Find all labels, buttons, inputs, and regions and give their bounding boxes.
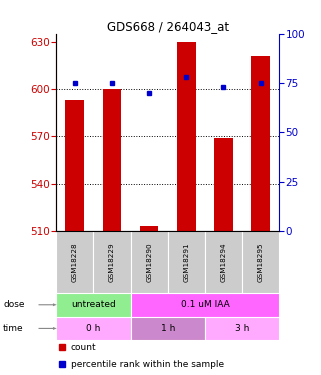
- Bar: [168, 231, 205, 293]
- Bar: [103, 89, 121, 231]
- Text: GSM18290: GSM18290: [146, 242, 152, 282]
- Bar: [214, 138, 233, 231]
- Bar: [56, 316, 131, 340]
- Text: GSM18295: GSM18295: [258, 242, 264, 282]
- Text: 3 h: 3 h: [235, 324, 249, 333]
- Text: 0 h: 0 h: [86, 324, 100, 333]
- Text: GSM18228: GSM18228: [72, 242, 78, 282]
- Text: 1 h: 1 h: [160, 324, 175, 333]
- Text: GSM18229: GSM18229: [109, 242, 115, 282]
- Text: untreated: untreated: [71, 300, 116, 309]
- Title: GDS668 / 264043_at: GDS668 / 264043_at: [107, 20, 229, 33]
- Bar: [205, 316, 279, 340]
- Bar: [251, 56, 270, 231]
- Bar: [56, 231, 93, 293]
- Bar: [56, 293, 131, 316]
- Text: time: time: [3, 324, 24, 333]
- Bar: [205, 231, 242, 293]
- Text: GSM18291: GSM18291: [183, 242, 189, 282]
- Bar: [131, 293, 279, 316]
- Text: count: count: [71, 343, 96, 352]
- Text: percentile rank within the sample: percentile rank within the sample: [71, 360, 224, 369]
- Text: dose: dose: [3, 300, 25, 309]
- Bar: [177, 42, 195, 231]
- Bar: [93, 231, 131, 293]
- Bar: [242, 231, 279, 293]
- Text: 0.1 uM IAA: 0.1 uM IAA: [180, 300, 229, 309]
- Bar: [65, 100, 84, 231]
- Bar: [131, 316, 205, 340]
- Text: GSM18294: GSM18294: [221, 242, 227, 282]
- Bar: [140, 226, 159, 231]
- Bar: [131, 231, 168, 293]
